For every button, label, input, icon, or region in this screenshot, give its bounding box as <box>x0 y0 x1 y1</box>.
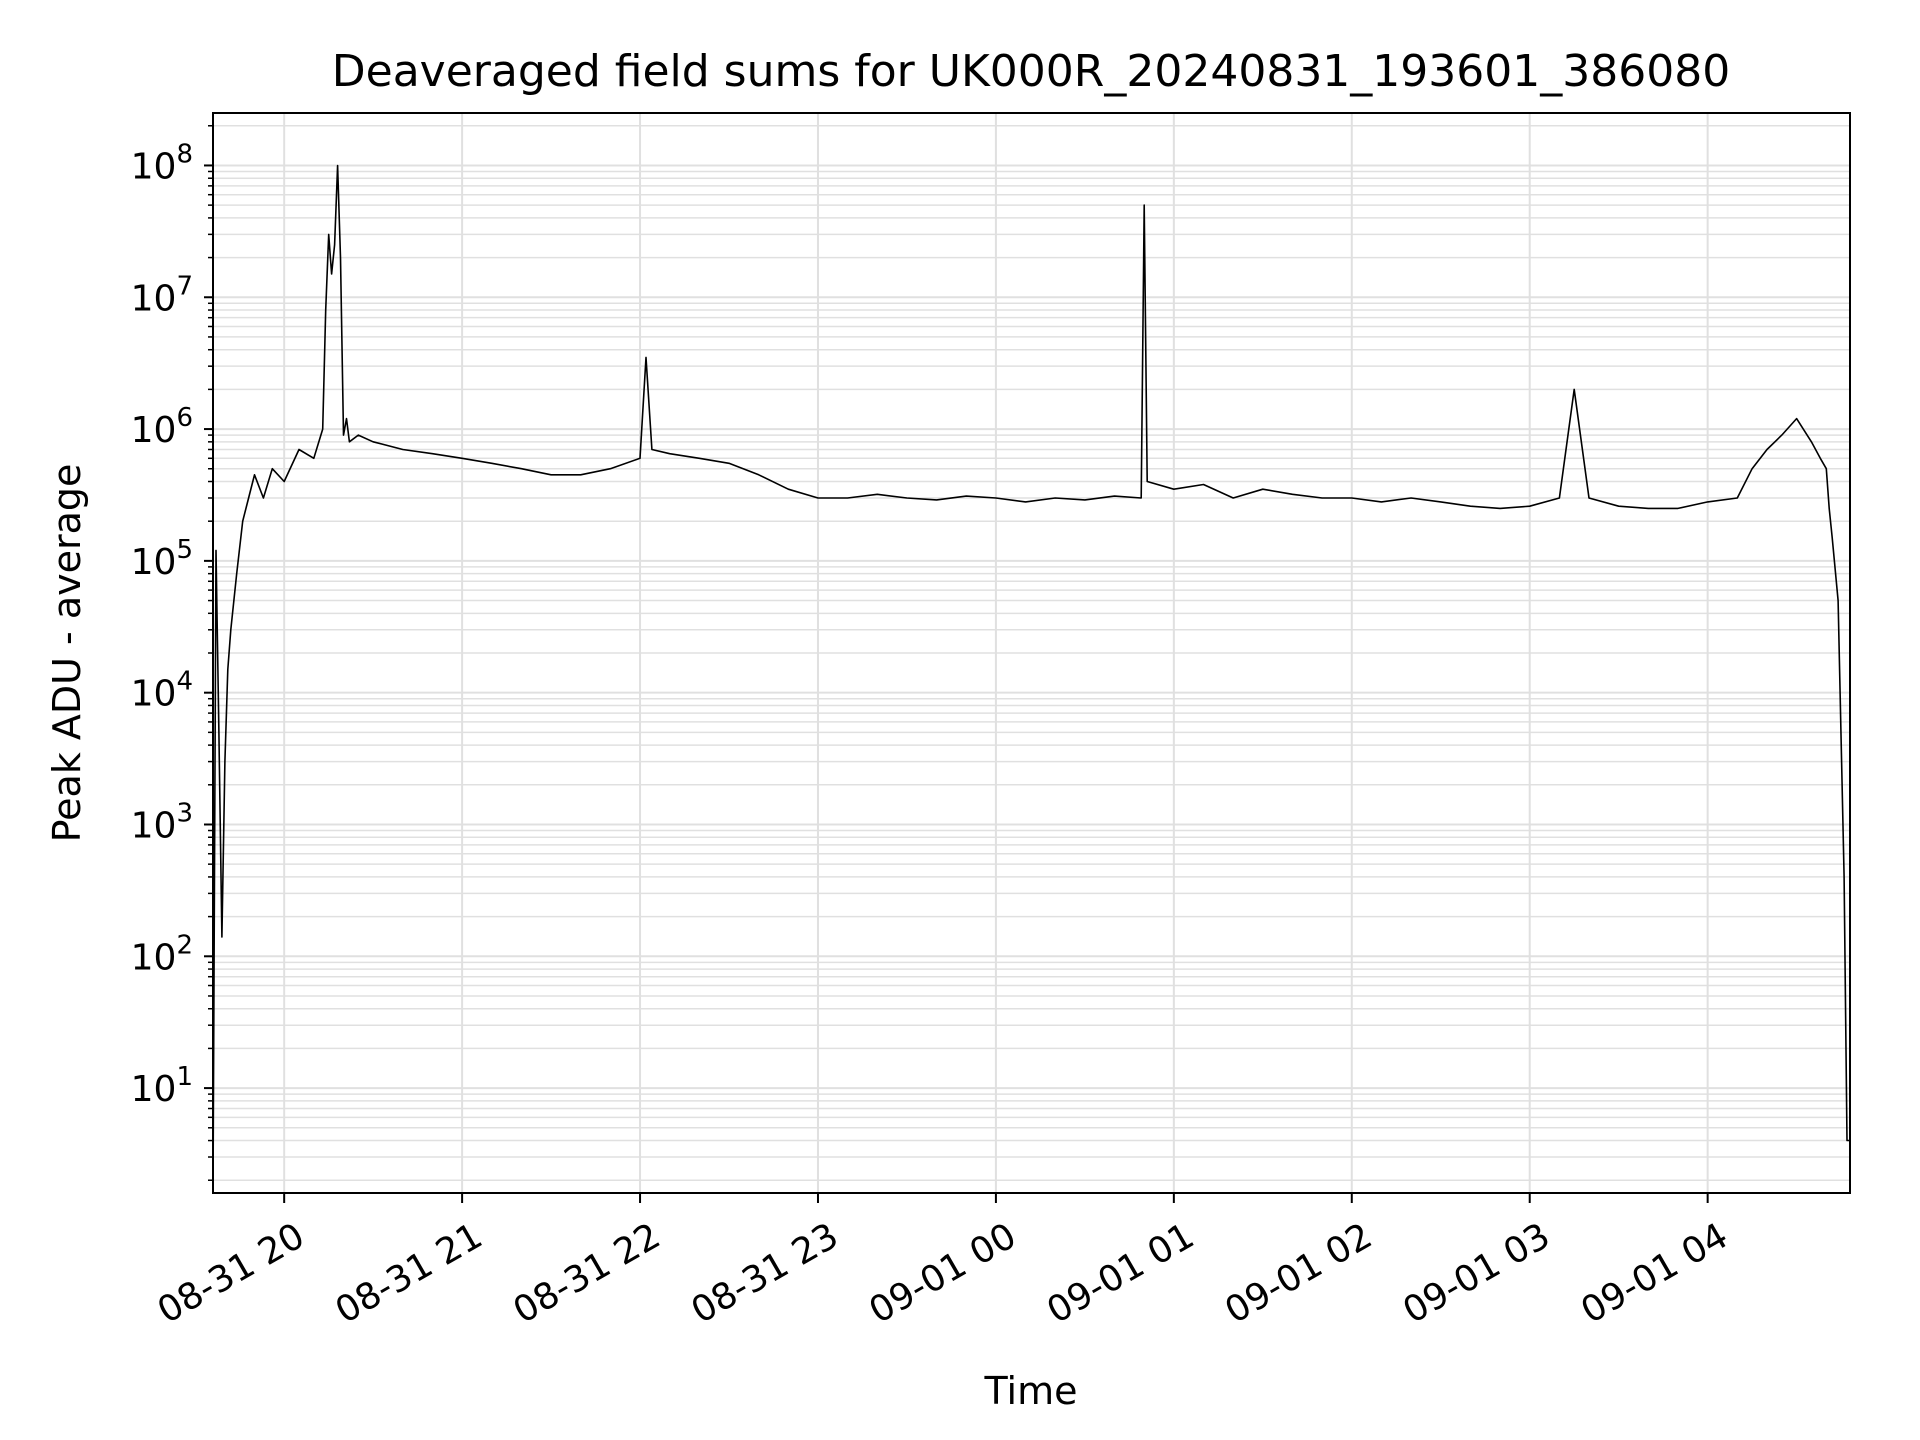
grid-lines <box>213 113 1850 1193</box>
y-tick-label: 102 <box>131 930 193 978</box>
series-group <box>212 164 1850 1194</box>
y-tick-label: 101 <box>131 1062 193 1110</box>
y-tick-label: 104 <box>131 667 193 715</box>
chart-title: Deaveraged field sums for UK000R_2024083… <box>332 46 1730 97</box>
y-axis-label: Peak ADU - average <box>45 464 89 843</box>
x-axis-label: Time <box>984 1369 1078 1413</box>
y-tick-label: 107 <box>131 271 193 319</box>
y-tick-label: 105 <box>131 535 193 583</box>
series-line <box>212 164 1850 1194</box>
y-tick-label: 103 <box>131 798 193 846</box>
y-axis-ticks: 101 102 103 104 105 106 107 108 <box>131 125 213 1181</box>
y-tick-label: 106 <box>131 403 193 451</box>
y-tick-label: 108 <box>131 139 193 187</box>
